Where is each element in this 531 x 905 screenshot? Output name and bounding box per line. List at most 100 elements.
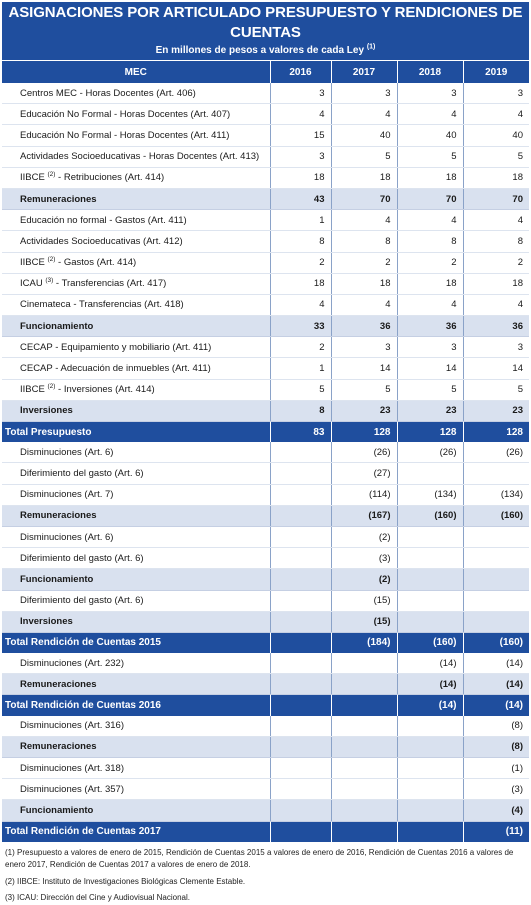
column-header: 2019 — [462, 61, 529, 83]
row-label-text: Disminuciones (Art. 7) — [20, 489, 114, 501]
total-row: Total Presupuesto 83 128 128 128 — [2, 421, 529, 443]
row-label: Total Rendición de Cuentas 2015 — [2, 632, 270, 654]
table-row: Educación No Formal - Horas Docentes (Ar… — [2, 124, 529, 147]
table-row: Educación no formal - Gastos (Art. 411) 1… — [2, 209, 529, 232]
cell-value: 70 — [330, 188, 397, 211]
footnotes: (1) Presupuesto a valores de enero de 20… — [2, 842, 529, 905]
row-label-text: Disminuciones (Art. 232) — [20, 657, 125, 669]
cell-value: (14) — [462, 673, 529, 696]
cell-value: 40 — [396, 124, 463, 147]
cell-value — [269, 736, 331, 759]
cell-value: 23 — [330, 400, 397, 423]
row-label: Disminuciones (Art. 316) — [2, 715, 270, 737]
cell-value: 70 — [396, 188, 463, 211]
cell-value: 8 — [462, 230, 529, 253]
cell-value — [396, 757, 463, 780]
cell-value — [269, 505, 331, 527]
row-label-text: Remuneraciones — [20, 741, 97, 753]
row-label: Total Presupuesto — [2, 421, 270, 443]
cell-value: (160) — [396, 505, 463, 527]
cell-value: 14 — [462, 357, 529, 380]
cell-value: 4 — [330, 294, 397, 317]
row-label: Disminuciones (Art. 318) — [2, 757, 270, 780]
cell-value: (160) — [396, 632, 463, 654]
row-label-text: Educación no formal - Gastos (Art. 411) — [20, 214, 187, 226]
cell-value: 4 — [462, 294, 529, 317]
cell-value: 4 — [462, 209, 529, 232]
cell-value: 8 — [269, 230, 331, 253]
cell-value: 128 — [462, 421, 529, 443]
cell-value — [269, 632, 331, 654]
row-label-text: Disminuciones (Art. 6) — [20, 446, 114, 458]
cell-value: (114) — [330, 484, 397, 506]
cell-value: 128 — [396, 421, 463, 443]
table-row: Disminuciones (Art. 232) (14) (14) — [2, 653, 529, 675]
cell-value: 36 — [396, 315, 463, 338]
cell-value: 4 — [462, 103, 529, 126]
cell-value: 3 — [462, 83, 529, 105]
cell-value: 4 — [330, 103, 397, 126]
cell-value: 8 — [269, 400, 331, 423]
footnote-ref: (2) — [47, 171, 56, 179]
cell-value — [396, 821, 463, 842]
row-label-suffix: - Transferencias (Art. 417) — [53, 278, 167, 290]
table-row: Disminuciones (Art. 316) (8) — [2, 715, 529, 737]
row-label-text: Total Presupuesto — [5, 426, 92, 438]
cell-value: 128 — [330, 421, 397, 443]
table-row: Disminuciones (Art. 318) (1) — [2, 757, 529, 780]
row-label: Diferimiento del gasto (Art. 6) — [2, 590, 270, 612]
cell-value: 5 — [462, 146, 529, 168]
table-title: ASIGNACIONES POR ARTICULADO PRESUPUESTO … — [8, 4, 523, 41]
row-label: Educación no formal - Gastos (Art. 411) — [2, 209, 270, 232]
table-body: Centros MEC - Horas Docentes (Art. 406) 3… — [2, 83, 529, 842]
cell-value — [462, 462, 529, 485]
cell-value: 4 — [269, 103, 331, 126]
cell-value: 4 — [269, 294, 331, 317]
cell-value — [269, 484, 331, 506]
row-label: Total Rendición de Cuentas 2016 — [2, 694, 270, 716]
row-label-suffix: - Retribuciones (Art. 414) — [55, 172, 165, 184]
subtotal-row: Inversiones (15) — [2, 611, 529, 633]
subtitle-note: (1) — [366, 43, 376, 51]
row-label-text: Actividades Socioeducativas - Horas Doce… — [20, 151, 260, 163]
cell-value: 1 — [269, 357, 331, 380]
row-label-text: Diferimiento del gasto (Art. 6) — [20, 595, 144, 607]
cell-value — [269, 547, 331, 570]
row-label: Remuneraciones — [2, 673, 270, 696]
cell-value: 33 — [269, 315, 331, 338]
row-label-text: IIBCE — [20, 384, 45, 396]
row-label: Funcionamiento — [2, 315, 270, 338]
cell-value: (15) — [330, 611, 397, 633]
cell-value: 5 — [269, 379, 331, 401]
cell-value — [396, 462, 463, 485]
cell-value: 2 — [462, 252, 529, 274]
subtotal-row: Inversiones 8 23 23 23 — [2, 400, 529, 423]
row-label: Funcionamiento — [2, 799, 270, 822]
cell-value: (3) — [462, 778, 529, 801]
cell-value: 18 — [269, 273, 331, 295]
cell-value — [269, 673, 331, 696]
cell-value — [269, 757, 331, 780]
cell-value: 18 — [462, 167, 529, 189]
table-row: Educación No Formal - Horas Docentes (Ar… — [2, 103, 529, 126]
cell-value: 43 — [269, 188, 331, 211]
row-label: Disminuciones (Art. 357) — [2, 778, 270, 801]
cell-value: 18 — [396, 273, 463, 295]
row-label: Inversiones — [2, 611, 270, 633]
cell-value: (8) — [462, 736, 529, 759]
row-label-text: Disminuciones (Art. 6) — [20, 531, 114, 543]
cell-value: 18 — [330, 167, 397, 189]
row-label-text: Actividades Socioeducativas (Art. 412) — [20, 235, 183, 247]
cell-value — [269, 778, 331, 801]
cell-value: (15) — [330, 590, 397, 612]
cell-value: 18 — [462, 273, 529, 295]
table-row: IIBCE (2) - Inversiones (Art. 414) 5 5 5 5 — [2, 379, 529, 401]
cell-value: (11) — [462, 821, 529, 842]
cell-value: 4 — [330, 209, 397, 232]
cell-value — [462, 590, 529, 612]
cell-value: (8) — [462, 715, 529, 737]
row-label: Disminuciones (Art. 7) — [2, 484, 270, 506]
column-header: 2018 — [396, 61, 463, 83]
cell-value: (2) — [330, 526, 397, 549]
